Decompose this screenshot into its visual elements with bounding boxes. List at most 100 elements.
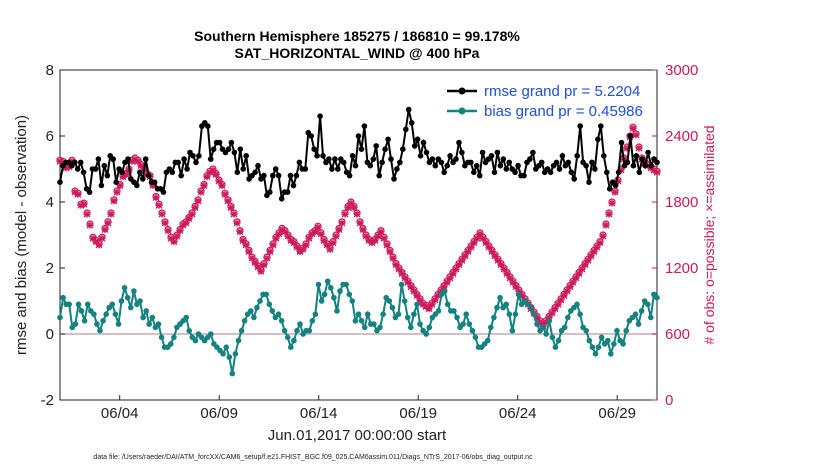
rmse-point: [479, 149, 486, 156]
rmse-point: [441, 169, 448, 176]
obs-assimilated-point: [578, 265, 586, 273]
legend-bias-marker: [458, 107, 466, 115]
obs-assimilated-point: [242, 241, 250, 249]
rmse-point: [293, 172, 300, 179]
rmse-point: [438, 159, 445, 166]
rmse-point: [210, 146, 217, 152]
rmse-point: [547, 169, 554, 176]
obs-assimilated-point: [317, 230, 325, 238]
rmse-point: [205, 123, 211, 129]
rmse-point: [376, 172, 383, 179]
bias-point: [515, 291, 522, 298]
bias-point: [620, 341, 626, 347]
rmse-point: [494, 149, 501, 156]
bias-point: [555, 337, 562, 344]
obs-assimilated-point: [533, 314, 541, 321]
rmse-point: [417, 153, 424, 159]
rmse-point: [373, 143, 380, 149]
bias-point: [284, 334, 291, 341]
obs-assimilated-point: [110, 197, 118, 205]
bias-point: [614, 327, 620, 334]
bias-point: [100, 318, 106, 324]
obs-assimilated-point: [413, 292, 421, 299]
bias-point: [158, 334, 165, 341]
bias-point: [291, 337, 297, 344]
rmse-point: [193, 159, 199, 166]
x-tick-label: 06/09: [200, 405, 238, 422]
obs-assimilated-point: [260, 261, 268, 269]
rmse-point: [521, 172, 527, 179]
obs-assimilated-point: [62, 164, 70, 172]
bias-point: [648, 314, 654, 321]
obs-assimilated-point: [431, 296, 439, 304]
obs-assimilated-point: [221, 190, 229, 198]
left-tick-label: 6: [46, 128, 54, 145]
obs-assimilated-point: [434, 292, 442, 299]
rmse-point: [420, 139, 427, 146]
rmse-point: [151, 179, 158, 185]
obs-assimilated-point: [494, 256, 502, 264]
rmse-point: [169, 169, 176, 176]
obs-assimilated-point: [275, 230, 283, 238]
obs-assimilated-point: [239, 237, 247, 244]
left-axis-ticks: -2 0 2 4 6 8: [41, 62, 65, 409]
rmse-point: [243, 153, 249, 159]
obs-assimilated-point: [230, 210, 238, 218]
rmse-point: [361, 123, 368, 129]
bias-point: [137, 298, 143, 304]
right-tick-label: 0: [665, 392, 673, 409]
bias-point: [146, 321, 152, 327]
obs-assimilated-point: [263, 254, 271, 262]
bias-point: [238, 327, 245, 334]
rmse-point: [181, 156, 187, 162]
obs-assimilated-point: [233, 219, 241, 227]
bias-point: [149, 314, 156, 321]
bias-point: [528, 304, 534, 311]
obs-assimilated-point: [566, 283, 574, 291]
rmse-point: [207, 156, 214, 162]
bias-point: [275, 311, 282, 318]
rmse-point: [311, 146, 318, 152]
rmse-point: [142, 156, 149, 162]
legend: rmse grand pr = 5.2204 bias grand pr = 0…: [441, 75, 654, 123]
obs-assimilated-point: [197, 188, 205, 196]
rmse-point: [272, 166, 279, 172]
rmse-point: [382, 146, 388, 152]
x-tick-label: 06/19: [399, 405, 437, 422]
obs-assimilated-point: [323, 241, 331, 249]
rmse-point: [302, 166, 309, 172]
rmse-point: [636, 169, 643, 176]
rmse-point: [77, 159, 84, 166]
x-tick-label: 06/04: [101, 405, 139, 422]
bias-point: [232, 351, 239, 357]
bias-point: [534, 321, 540, 327]
rmse-point: [320, 153, 326, 159]
obs-assimilated-point: [149, 182, 157, 189]
left-tick-label: -2: [41, 392, 54, 409]
obs-assimilated-point: [80, 200, 88, 208]
obs-assimilated-point: [623, 144, 631, 152]
obs-assimilated-point: [83, 210, 91, 218]
obs-assimilated-point: [557, 296, 565, 304]
x-tick-label: 06/29: [598, 405, 636, 422]
rmse-point: [500, 156, 507, 162]
bias-point: [343, 281, 350, 288]
rmse-point: [296, 159, 303, 166]
obs-assimilated-point: [509, 278, 517, 286]
obs-assimilated-point: [605, 210, 613, 218]
rmse-point: [630, 162, 637, 169]
right-tick-label: 1200: [665, 260, 698, 277]
legend-box: [441, 75, 654, 123]
rmse-point: [284, 189, 291, 195]
obs-assimilated-point: [461, 252, 469, 260]
bias-point: [266, 301, 273, 308]
obs-assimilated-point: [218, 182, 226, 189]
rmse-point: [565, 159, 572, 166]
rmse-point: [598, 123, 604, 129]
bias-point: [72, 321, 79, 327]
bias-point: [337, 288, 343, 294]
bias-point: [312, 311, 319, 318]
obs-assimilated-point: [617, 166, 625, 174]
obs-assimilated-point: [614, 177, 622, 185]
rmse-point: [618, 139, 625, 146]
